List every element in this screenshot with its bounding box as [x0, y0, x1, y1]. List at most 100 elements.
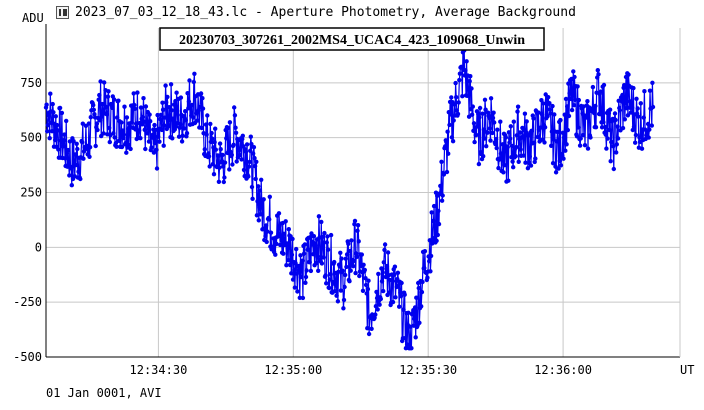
data-point — [207, 164, 212, 169]
data-point — [448, 112, 453, 117]
data-point — [106, 89, 111, 94]
data-point — [114, 115, 120, 120]
data-point — [252, 163, 258, 169]
data-point — [414, 295, 419, 300]
data-point — [124, 115, 130, 120]
data-point — [446, 151, 451, 156]
data-point — [565, 127, 570, 133]
data-point — [605, 136, 610, 141]
data-point — [439, 198, 445, 203]
data-point — [99, 114, 105, 119]
data-point — [633, 132, 639, 138]
x-tick-label: 12:34:30 — [130, 363, 188, 377]
data-point — [202, 147, 207, 152]
data-point — [122, 104, 127, 109]
data-point — [617, 108, 623, 113]
data-point — [419, 304, 424, 309]
data-point — [44, 102, 49, 107]
data-point — [161, 143, 166, 148]
data-point — [608, 159, 613, 164]
data-point — [465, 93, 470, 99]
data-point — [603, 124, 608, 130]
data-point — [557, 158, 562, 164]
data-point — [339, 256, 344, 261]
data-point — [510, 159, 515, 164]
data-point — [506, 178, 511, 183]
data-point — [256, 184, 261, 189]
data-point — [69, 183, 75, 188]
data-point — [490, 115, 496, 121]
data-point — [650, 80, 655, 86]
data-point — [80, 121, 86, 126]
data-point — [341, 297, 347, 303]
data-point — [101, 131, 106, 136]
data-point — [250, 196, 255, 201]
data-point — [561, 156, 566, 161]
data-point — [152, 140, 158, 146]
data-point — [113, 140, 119, 146]
data-point — [555, 139, 561, 144]
data-point — [240, 136, 245, 142]
data-point — [187, 78, 192, 83]
data-point — [607, 127, 612, 133]
data-point — [620, 125, 626, 131]
data-point — [481, 127, 486, 132]
data-point — [431, 218, 436, 224]
data-point — [487, 126, 493, 131]
data-point — [53, 114, 58, 119]
data-point — [591, 107, 596, 112]
data-point — [119, 120, 124, 125]
data-point — [87, 145, 93, 150]
data-point — [290, 236, 295, 242]
data-point — [382, 242, 388, 247]
data-point — [246, 164, 252, 169]
data-point — [86, 121, 92, 126]
data-point — [293, 261, 298, 266]
data-point — [284, 241, 290, 246]
data-point — [322, 230, 327, 236]
data-point — [532, 159, 537, 165]
data-point — [323, 273, 328, 278]
data-point — [154, 166, 160, 171]
data-point — [347, 279, 352, 284]
data-point — [441, 172, 447, 177]
data-point — [595, 68, 600, 73]
data-point — [116, 98, 121, 103]
data-point — [53, 137, 58, 143]
data-point — [443, 144, 448, 149]
data-point — [571, 69, 576, 74]
data-point — [428, 269, 433, 274]
data-point — [218, 147, 223, 152]
data-point — [290, 277, 296, 282]
data-point — [547, 101, 552, 106]
data-point — [593, 125, 599, 130]
data-point — [463, 68, 468, 73]
data-point — [438, 183, 443, 189]
data-point — [183, 109, 188, 114]
data-point — [148, 119, 153, 124]
data-point — [431, 203, 437, 209]
data-point — [222, 160, 228, 165]
data-point — [531, 140, 537, 145]
data-point — [545, 114, 550, 119]
data-point — [270, 245, 276, 250]
data-point — [261, 197, 266, 202]
data-point — [251, 151, 256, 156]
data-point — [355, 223, 361, 228]
data-point — [619, 99, 624, 104]
data-point — [375, 307, 380, 312]
data-point — [227, 167, 232, 172]
data-point — [97, 118, 103, 123]
data-point — [515, 104, 521, 109]
data-point — [278, 242, 283, 248]
data-point — [316, 214, 322, 219]
data-point — [469, 86, 474, 91]
data-point — [292, 285, 298, 290]
data-point — [307, 260, 312, 265]
lightcurve-app-icon[interactable] — [56, 5, 69, 19]
data-point — [132, 102, 137, 108]
data-point — [363, 276, 368, 281]
data-point — [642, 89, 647, 94]
data-point — [126, 142, 131, 148]
data-point — [191, 79, 196, 85]
